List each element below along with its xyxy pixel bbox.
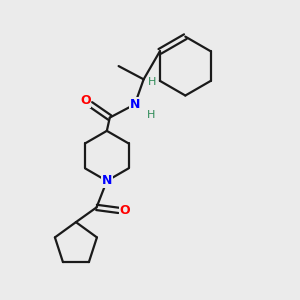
Text: H: H bbox=[148, 77, 156, 87]
Text: N: N bbox=[102, 174, 112, 188]
Text: N: N bbox=[130, 98, 140, 111]
Text: O: O bbox=[120, 204, 130, 217]
Text: H: H bbox=[147, 110, 155, 120]
Text: O: O bbox=[80, 94, 91, 107]
